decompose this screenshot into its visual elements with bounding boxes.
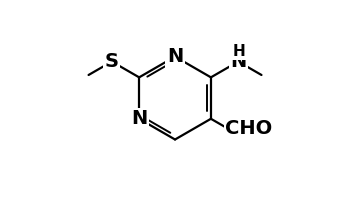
Text: N: N: [131, 109, 147, 128]
Text: CHO: CHO: [225, 119, 273, 138]
Text: H: H: [233, 44, 246, 59]
Text: N: N: [167, 47, 183, 66]
Text: N: N: [230, 52, 246, 71]
Text: S: S: [105, 52, 119, 71]
